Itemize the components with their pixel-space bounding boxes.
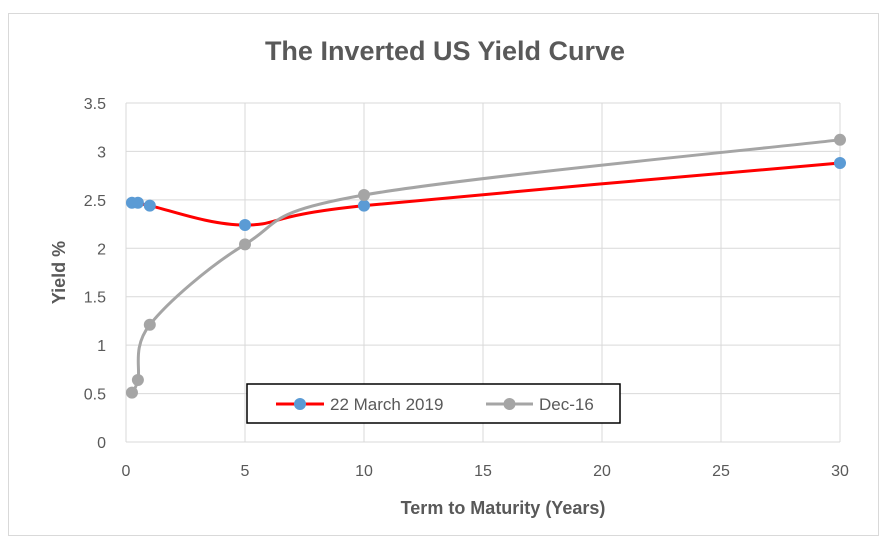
data-point	[834, 157, 846, 170]
legend-label: Dec-16	[539, 395, 594, 414]
x-axis-title: Term to Maturity (Years)	[401, 498, 606, 518]
x-tick-label: 5	[241, 463, 250, 480]
legend: 22 March 2019 Dec-16	[246, 383, 621, 424]
x-tick-label: 30	[831, 463, 849, 480]
y-tick-label: 1.5	[84, 290, 106, 307]
data-point	[834, 133, 846, 146]
y-tick-label: 3	[97, 144, 106, 161]
series-march-2019	[125, 157, 846, 232]
y-tick-label: 0	[97, 435, 106, 452]
x-tick-label: 20	[593, 463, 611, 480]
data-point	[358, 199, 370, 212]
x-tick-label: 15	[474, 463, 492, 480]
series-dec-16	[125, 133, 846, 399]
data-point	[239, 238, 251, 251]
y-tick-label: 3.5	[84, 96, 106, 113]
series-line	[130, 138, 842, 395]
data-point	[131, 196, 144, 209]
legend-marker	[294, 398, 306, 410]
chart-frame	[8, 13, 879, 536]
y-tick-label: 1	[97, 338, 106, 355]
data-point	[125, 386, 138, 399]
y-axis-title: Yield %	[49, 241, 69, 304]
chart-title: The Inverted US Yield Curve	[264, 36, 626, 66]
data-point	[239, 219, 251, 232]
data-point	[358, 189, 370, 202]
legend-marker	[503, 398, 516, 410]
x-tick-label: 0	[122, 463, 131, 480]
y-tick-label: 0.5	[84, 387, 106, 404]
x-tick-label: 10	[355, 463, 373, 480]
data-point	[143, 199, 156, 212]
y-tick-label: 2.5	[84, 193, 106, 210]
series-line	[130, 161, 842, 227]
gridlines	[125, 102, 841, 443]
data-point	[143, 318, 156, 331]
legend-label: 22 March 2019	[330, 395, 443, 414]
y-tick-label: 2	[97, 241, 106, 258]
data-point	[131, 374, 144, 387]
x-tick-label: 25	[712, 463, 730, 480]
